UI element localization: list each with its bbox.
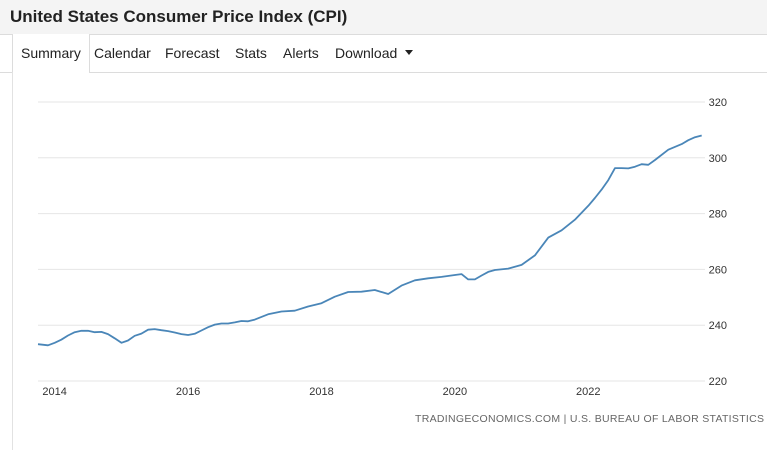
x-tick-label: 2020 [443,386,467,398]
y-tick-label: 260 [709,264,727,276]
page-title: United States Consumer Price Index (CPI) [10,7,348,26]
source-credit: TRADINGECONOMICS.COM | U.S. BUREAU OF LA… [415,413,765,425]
tab-stats[interactable]: Stats [235,34,267,72]
y-tick-label: 300 [709,153,727,165]
y-tick-label: 320 [709,97,727,109]
tab-bar: Summary Calendar Forecast Stats Alerts D… [0,34,767,73]
y-tick-label: 220 [709,376,727,388]
tab-download[interactable]: Download [335,34,414,72]
tab-summary-label: Summary [21,45,81,61]
tab-download-label: Download [335,45,398,61]
tab-forecast-label: Forecast [165,45,220,61]
tab-alerts-label: Alerts [283,45,319,61]
series-line [37,134,702,347]
tab-summary[interactable]: Summary [12,34,90,73]
x-tick-label: 2016 [176,386,200,398]
tab-calendar-label: Calendar [94,45,151,61]
chevron-down-icon [405,49,414,55]
y-tick-label: 280 [709,209,727,221]
tab-stats-label: Stats [235,45,267,61]
header-bar: United States Consumer Price Index (CPI) [0,0,767,35]
x-tick-label: 2018 [309,386,333,398]
tab-calendar[interactable]: Calendar [94,34,151,72]
x-tick-label: 2014 [42,386,66,398]
x-tick-label: 2022 [576,386,600,398]
chart-panel [12,72,767,450]
cpi-line-chart: 220 240 260 280 300 320 2014 2016 2018 2020 2022 [37,97,727,398]
tab-forecast[interactable]: Forecast [165,34,219,72]
tab-alerts[interactable]: Alerts [283,34,319,72]
y-tick-label: 240 [709,320,727,332]
